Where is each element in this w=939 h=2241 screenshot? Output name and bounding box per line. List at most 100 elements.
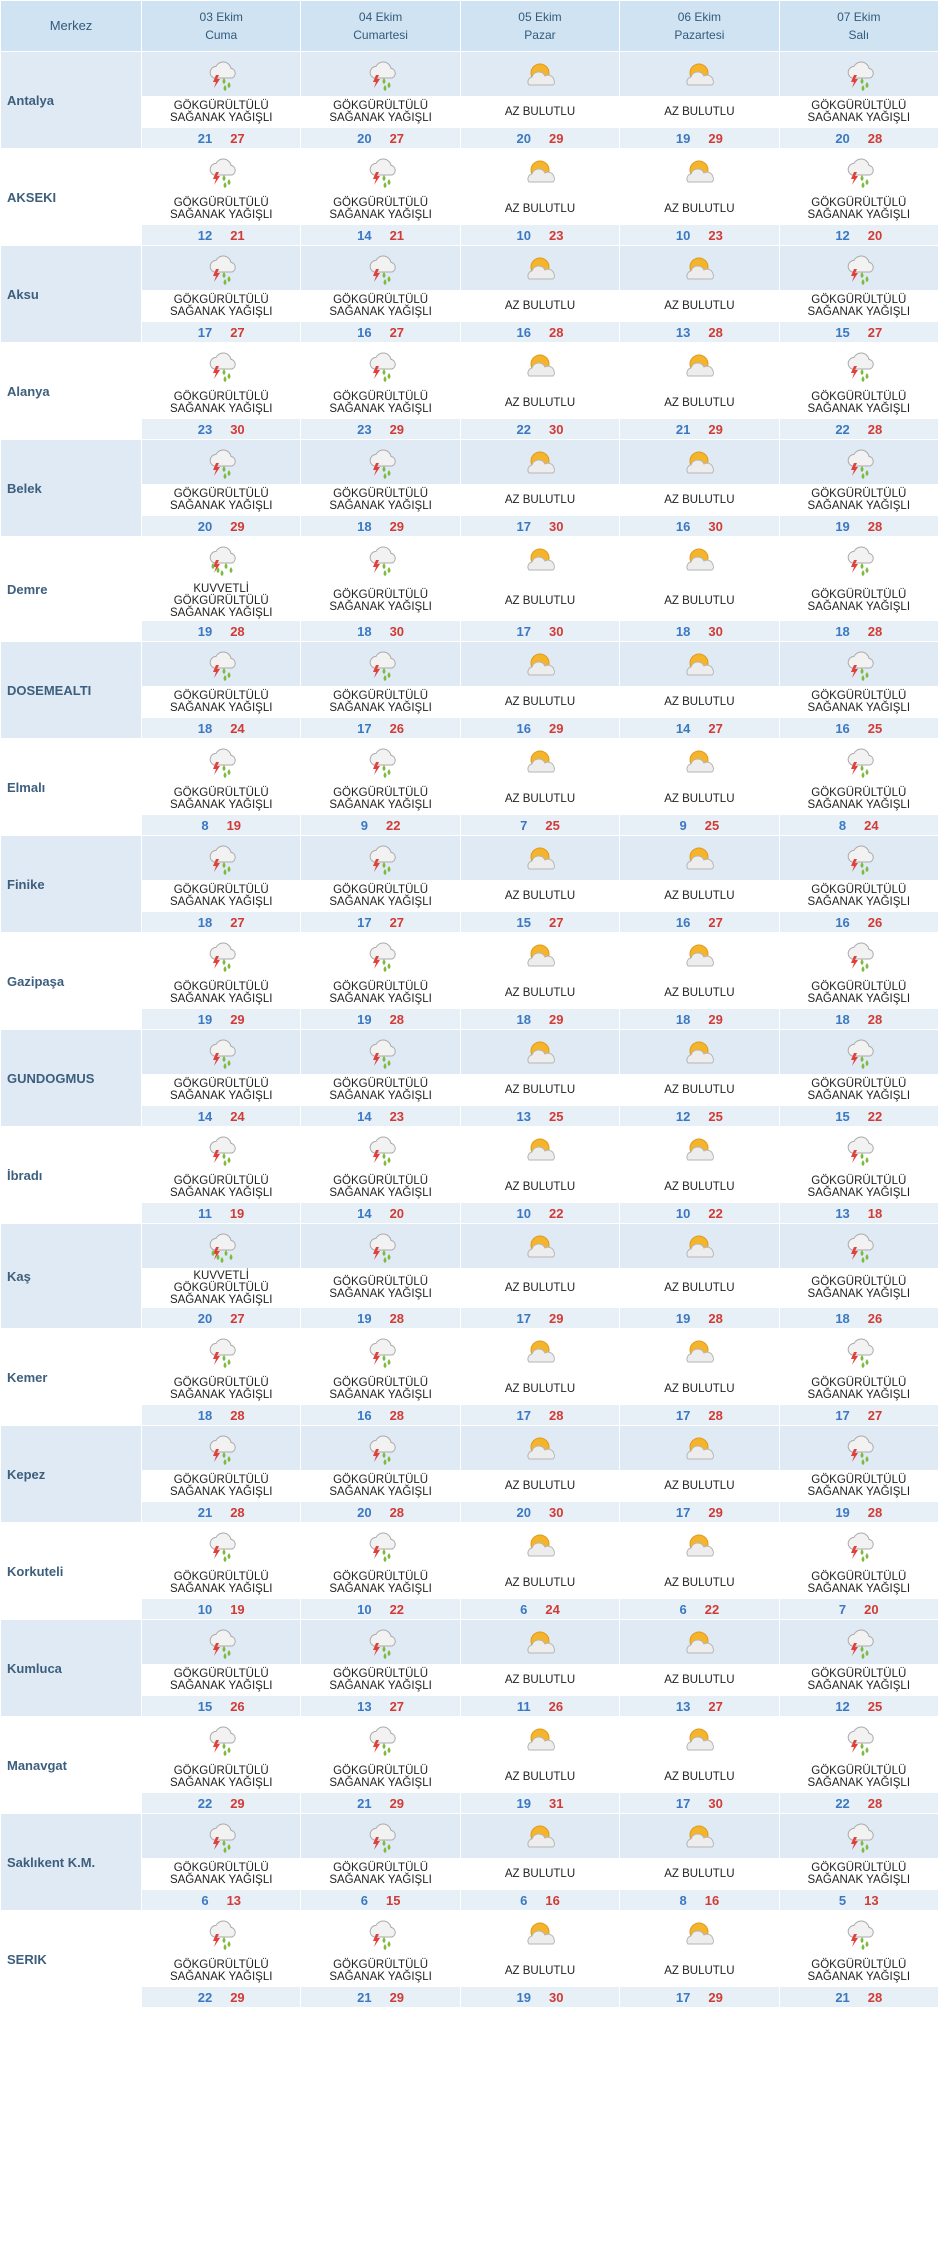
icon-row: Belek bbox=[1, 440, 938, 536]
min-temperature: 13 bbox=[516, 1108, 531, 1124]
thunderstorm-rain-icon bbox=[369, 1629, 396, 1659]
city-name[interactable]: Kemer bbox=[1, 1329, 141, 1425]
temperature-cell: 18 27 bbox=[142, 912, 301, 932]
min-temperature: 12 bbox=[675, 1108, 691, 1124]
city-name[interactable]: Kumluca bbox=[1, 1620, 141, 1716]
condition-line: SAĞANAK YAĞIŞLI bbox=[329, 1680, 432, 1692]
thunderstorm-rain-icon bbox=[779, 246, 938, 290]
thunderstorm-rain-icon bbox=[209, 61, 236, 91]
min-temperature: 6 bbox=[201, 1892, 209, 1908]
condition-text: AZ BULUTLU bbox=[620, 1762, 779, 1792]
min-temperature: 15 bbox=[197, 1698, 213, 1714]
city-name[interactable]: Kaş bbox=[1, 1224, 141, 1328]
condition-text: GÖKGÜRÜLTÜLÜ SAĞANAK YAĞIŞLI bbox=[779, 1859, 938, 1889]
min-temperature: 19 bbox=[835, 1504, 850, 1520]
partly-cloudy-sun-icon bbox=[620, 440, 779, 484]
icon-row: Manavgat bbox=[1, 1717, 938, 1813]
condition-line: AZ BULUTLU bbox=[664, 1383, 735, 1395]
temperature-cell: 16 27 bbox=[620, 912, 779, 932]
partly-cloudy-sun-icon bbox=[686, 1534, 715, 1557]
temperature-cell: 20 27 bbox=[301, 128, 460, 148]
condition-line: AZ BULUTLU bbox=[504, 494, 576, 506]
day-name: Cuma bbox=[205, 28, 238, 42]
thunderstorm-rain-icon bbox=[301, 933, 460, 977]
min-temperature: 16 bbox=[675, 518, 691, 534]
thunderstorm-rain-icon bbox=[301, 343, 460, 387]
city-name[interactable]: Korkuteli bbox=[1, 1523, 141, 1619]
city-name[interactable]: Kepez bbox=[1, 1426, 141, 1522]
max-temperature: 22 bbox=[385, 817, 401, 833]
condition-text: GÖKGÜRÜLTÜLÜ SAĞANAK YAĞIŞLI bbox=[301, 881, 460, 911]
city-name[interactable]: Manavgat bbox=[1, 1717, 141, 1813]
city-name[interactable]: AKSEKI bbox=[1, 149, 141, 245]
max-temperature: 30 bbox=[389, 623, 405, 639]
temperature-cell: 13 27 bbox=[301, 1696, 460, 1716]
thunderstorm-rain-icon bbox=[369, 158, 396, 188]
icon-row: Finike bbox=[1, 836, 938, 932]
partly-cloudy-sun-icon bbox=[686, 1041, 715, 1064]
condition-line: GÖKGÜRÜLTÜLÜ bbox=[333, 197, 429, 209]
city-name[interactable]: Gazipaşa bbox=[1, 933, 141, 1029]
temperature-cell: 18 29 bbox=[620, 1009, 779, 1029]
city-name[interactable]: Belek bbox=[1, 440, 141, 536]
thunderstorm-rain-icon bbox=[142, 1620, 301, 1664]
condition-text: AZ BULUTLU bbox=[460, 1859, 620, 1889]
temperature-cell: 17 28 bbox=[460, 1405, 620, 1425]
condition-text: GÖKGÜRÜLTÜLÜ SAĞANAK YAĞIŞLI bbox=[142, 978, 301, 1008]
thunderstorm-rain-icon bbox=[142, 1030, 301, 1074]
max-temperature: 30 bbox=[548, 623, 564, 639]
city-name[interactable]: Antalya bbox=[1, 52, 141, 148]
condition-line: GÖKGÜRÜLTÜLÜ bbox=[333, 1959, 429, 1971]
min-temperature: 18 bbox=[675, 623, 691, 639]
condition-text: GÖKGÜRÜLTÜLÜ SAĞANAK YAĞIŞLI bbox=[301, 388, 460, 418]
description-row: GÖKGÜRÜLTÜLÜ SAĞANAK YAĞIŞLI GÖKGÜRÜLTÜLÜ S… bbox=[1, 1172, 938, 1202]
condition-line: GÖKGÜRÜLTÜLÜ bbox=[811, 1078, 907, 1090]
city-name[interactable]: Alanya bbox=[1, 343, 141, 439]
condition-text: GÖKGÜRÜLTÜLÜ SAĞANAK YAĞIŞLI bbox=[779, 1762, 938, 1792]
max-temperature: 29 bbox=[708, 1011, 723, 1027]
condition-line: GÖKGÜRÜLTÜLÜ bbox=[333, 1377, 429, 1389]
city-block: Alanya GÖKGÜRÜLTÜLÜ SAĞANAK YAĞIŞLI GÖKGÜRÜ… bbox=[1, 343, 938, 439]
temperature-row: 11 19 14 20 10 22 10 22 13 18 bbox=[1, 1203, 938, 1223]
thunderstorm-rain-icon bbox=[209, 1920, 236, 1950]
max-temperature: 21 bbox=[389, 227, 405, 243]
max-temperature: 22 bbox=[389, 1601, 405, 1617]
condition-line: SAĞANAK YAĞIŞLI bbox=[329, 1874, 432, 1886]
max-temperature: 27 bbox=[389, 324, 405, 340]
partly-cloudy-sun-icon bbox=[686, 354, 715, 377]
city-name[interactable]: Finike bbox=[1, 836, 141, 932]
city-name[interactable]: Aksu bbox=[1, 246, 141, 342]
thunderstorm-rain-icon bbox=[847, 546, 874, 576]
min-temperature: 13 bbox=[357, 1698, 372, 1714]
thunderstorm-rain-icon bbox=[142, 343, 301, 387]
temperature-cell: 18 29 bbox=[460, 1009, 620, 1029]
max-temperature: 22 bbox=[708, 1205, 723, 1221]
partly-cloudy-sun-icon bbox=[527, 1631, 555, 1654]
condition-text: GÖKGÜRÜLTÜLÜ SAĞANAK YAĞIŞLI bbox=[142, 194, 301, 224]
city-name[interactable]: Demre bbox=[1, 537, 141, 641]
city-block: İbradı GÖKGÜRÜLTÜLÜ SAĞANAK YAĞIŞLI GÖKGÜRÜ… bbox=[1, 1127, 938, 1223]
temperature-cell: 17 30 bbox=[620, 1793, 779, 1813]
city-name[interactable]: GUNDOGMUS bbox=[1, 1030, 141, 1126]
temperature-cell: 14 23 bbox=[301, 1106, 460, 1126]
partly-cloudy-sun-icon bbox=[527, 1922, 555, 1945]
city-name[interactable]: DOSEMEALTI bbox=[1, 642, 141, 738]
city-name[interactable]: Elmalı bbox=[1, 739, 141, 835]
condition-line: GÖKGÜRÜLTÜLÜ bbox=[173, 100, 269, 112]
min-temperature: 22 bbox=[197, 1989, 213, 2005]
heavy-thunderstorm-rain-icon bbox=[142, 1224, 301, 1268]
condition-line: AZ BULUTLU bbox=[504, 793, 576, 805]
condition-line: AZ BULUTLU bbox=[664, 494, 735, 506]
temperature-cell: 15 27 bbox=[779, 322, 938, 342]
condition-text: AZ BULUTLU bbox=[620, 1172, 779, 1202]
condition-text: GÖKGÜRÜLTÜLÜ SAĞANAK YAĞIŞLI bbox=[301, 1665, 460, 1695]
min-temperature: 16 bbox=[516, 324, 531, 340]
partly-cloudy-sun-icon bbox=[460, 343, 620, 387]
description-row: GÖKGÜRÜLTÜLÜ SAĞANAK YAĞIŞLI GÖKGÜRÜLTÜLÜ S… bbox=[1, 388, 938, 418]
city-name[interactable]: İbradı bbox=[1, 1127, 141, 1223]
description-row: KUVVETLİ GÖKGÜRÜLTÜLÜ SAĞANAK YAĞIŞLI GÖKGÜ… bbox=[1, 1269, 938, 1307]
city-name[interactable]: Saklıkent K.M. bbox=[1, 1814, 141, 1910]
partly-cloudy-sun-icon bbox=[460, 1224, 620, 1268]
condition-text: GÖKGÜRÜLTÜLÜ SAĞANAK YAĞIŞLI bbox=[301, 291, 460, 321]
city-name[interactable]: SERIK bbox=[1, 1911, 141, 2007]
